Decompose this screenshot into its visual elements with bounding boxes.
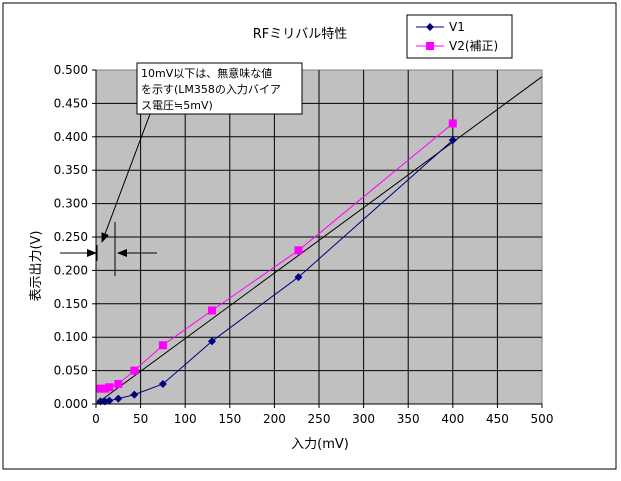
x-tick-label: 150	[218, 412, 241, 426]
legend: V1 V2(補正)	[416, 20, 498, 53]
data-point	[158, 379, 167, 388]
y-tick-label: 0.500	[54, 63, 88, 77]
x-tick-label: 350	[397, 412, 420, 426]
y-tick-label: 0.000	[54, 397, 88, 411]
data-point	[294, 246, 303, 255]
annotation-box	[136, 62, 303, 115]
data-point	[100, 384, 109, 393]
y-tick-label: 0.350	[54, 163, 88, 177]
y-tick-label: 0.050	[54, 364, 88, 378]
series-group	[96, 119, 457, 406]
y-tick-label: 0.300	[54, 197, 88, 211]
x-tick-label: 250	[308, 412, 331, 426]
data-point	[105, 383, 114, 392]
reference-line-group	[95, 76, 543, 405]
legend-box	[406, 14, 513, 59]
x-tick-label: 50	[133, 412, 148, 426]
data-point	[294, 273, 303, 282]
y-tick-label: 0.200	[54, 263, 88, 277]
y-tick-label: 0.400	[54, 130, 88, 144]
legend-entry-2: V2(補正)	[416, 39, 498, 53]
data-point	[114, 379, 123, 388]
data-point	[207, 337, 216, 346]
x-tick-label: 200	[263, 412, 286, 426]
data-point	[426, 23, 434, 31]
data-point	[130, 366, 139, 375]
x-tick-label: 450	[486, 412, 509, 426]
data-point	[96, 384, 105, 393]
x-tick-label: 100	[174, 412, 197, 426]
y-tick-label: 0.150	[54, 297, 88, 311]
series-1	[96, 136, 457, 406]
legend-label: V2(補正)	[449, 39, 498, 53]
data-point	[105, 396, 114, 405]
data-point	[448, 136, 457, 145]
data-point	[158, 341, 167, 350]
x-tick-label: 500	[531, 412, 554, 426]
y-axis-label: 表示出力(V)	[29, 230, 44, 301]
y-axis-ticks: 0.000 0.050 0.100 0.150 0.200 0.250 0.300 0.350…	[54, 63, 97, 411]
legend-label: V1	[449, 20, 465, 34]
annotation-leader-arrow	[101, 113, 151, 243]
x-axis-label: 入力(mV)	[291, 437, 349, 452]
x-tick-label: 0	[92, 412, 100, 426]
y-tick-label: 0.250	[54, 230, 88, 244]
annotation-line-2: を示す(LM358の入力バイア	[141, 83, 281, 96]
data-point	[448, 119, 457, 128]
data-point	[114, 394, 123, 403]
data-point	[207, 306, 216, 315]
annotation-line-3: ス電圧≒5mV)	[141, 99, 213, 112]
x-tick-label: 400	[441, 412, 464, 426]
y-tick-label: 0.450	[54, 96, 88, 110]
reference-line	[95, 76, 543, 405]
series-2	[96, 119, 457, 393]
annotation-line-1: 10mV以下は、無意味な値	[141, 66, 272, 80]
y-tick-label: 0.100	[54, 330, 88, 344]
chart-title: RFミリバル特性	[253, 27, 348, 42]
grid-lines	[96, 70, 542, 404]
x-axis-ticks: 0 50 100 150 200 250 300 350 400 450 500	[92, 403, 554, 426]
data-point	[96, 397, 105, 406]
data-point	[426, 42, 434, 50]
data-point	[130, 390, 139, 399]
legend-entry-1: V1	[416, 20, 465, 34]
x-tick-label: 300	[352, 412, 375, 426]
